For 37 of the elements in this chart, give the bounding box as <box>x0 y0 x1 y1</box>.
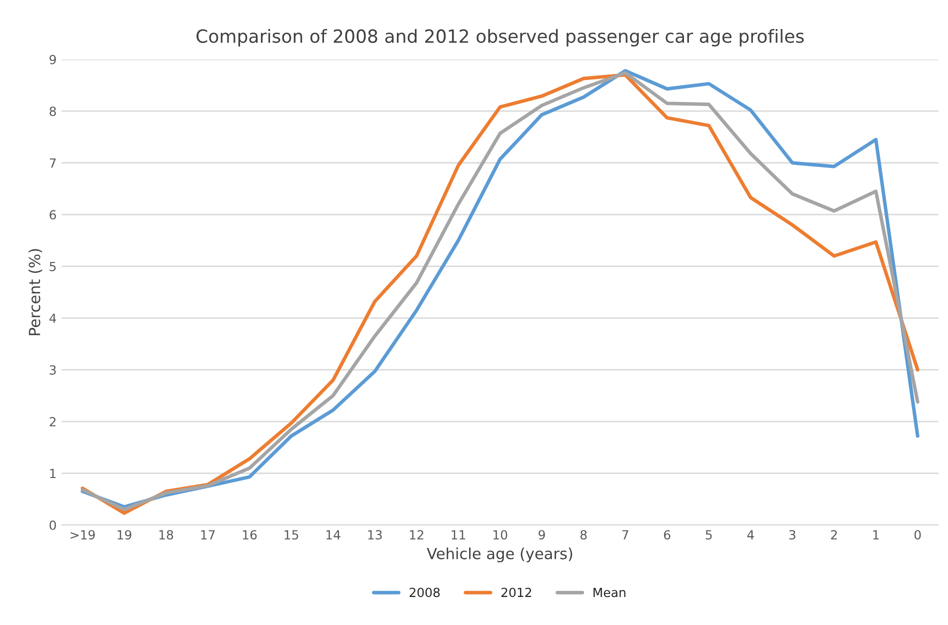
y-tick-label: 1 <box>50 468 56 478</box>
y-tick-label: 6 <box>50 210 56 220</box>
y-axis-title: Percent (%) <box>28 249 42 336</box>
x-tick-label: 7 <box>622 530 628 540</box>
y-tick-label: 8 <box>50 106 56 116</box>
x-tick-label: 2 <box>831 530 837 540</box>
x-tick-label: 3 <box>789 530 796 540</box>
x-tick-label: 5 <box>706 530 712 540</box>
y-tick-label: 0 <box>50 520 56 530</box>
x-tick-label: 17 <box>201 530 215 540</box>
y-tick-label: 2 <box>50 417 56 426</box>
x-axis-title: Vehicle age (years) <box>426 548 572 562</box>
y-tick-label: 4 <box>49 314 56 323</box>
x-tick-label: 8 <box>580 530 587 540</box>
x-tick-label: 0 <box>914 530 921 540</box>
legend-label: 2008 <box>410 588 440 598</box>
x-tick-label: 11 <box>452 530 466 540</box>
legend-label: 2012 <box>501 588 532 598</box>
x-tick-label: 16 <box>242 530 257 540</box>
x-tick-label: 13 <box>368 530 382 540</box>
x-tick-label: >19 <box>70 530 95 540</box>
x-tick-label: 4 <box>747 530 754 540</box>
y-tick-label: 7 <box>50 158 56 168</box>
x-tick-label: 14 <box>326 530 340 540</box>
x-tick-label: 15 <box>284 530 298 540</box>
x-tick-label: 12 <box>410 530 424 540</box>
x-tick-label: 19 <box>118 530 132 540</box>
x-tick-label: 18 <box>159 530 174 540</box>
x-tick-label: 6 <box>664 530 670 540</box>
y-tick-label: 9 <box>50 54 56 64</box>
x-tick-label: 9 <box>538 530 545 540</box>
y-tick-label: 3 <box>50 365 56 375</box>
y-tick-label: 5 <box>50 262 56 272</box>
x-tick-label: 10 <box>493 530 508 540</box>
chart-title: Comparison of 2008 and 2012 observed passenger car age profiles <box>196 28 804 46</box>
legend-label: Mean <box>594 588 626 598</box>
x-tick-label: 1 <box>873 530 879 540</box>
